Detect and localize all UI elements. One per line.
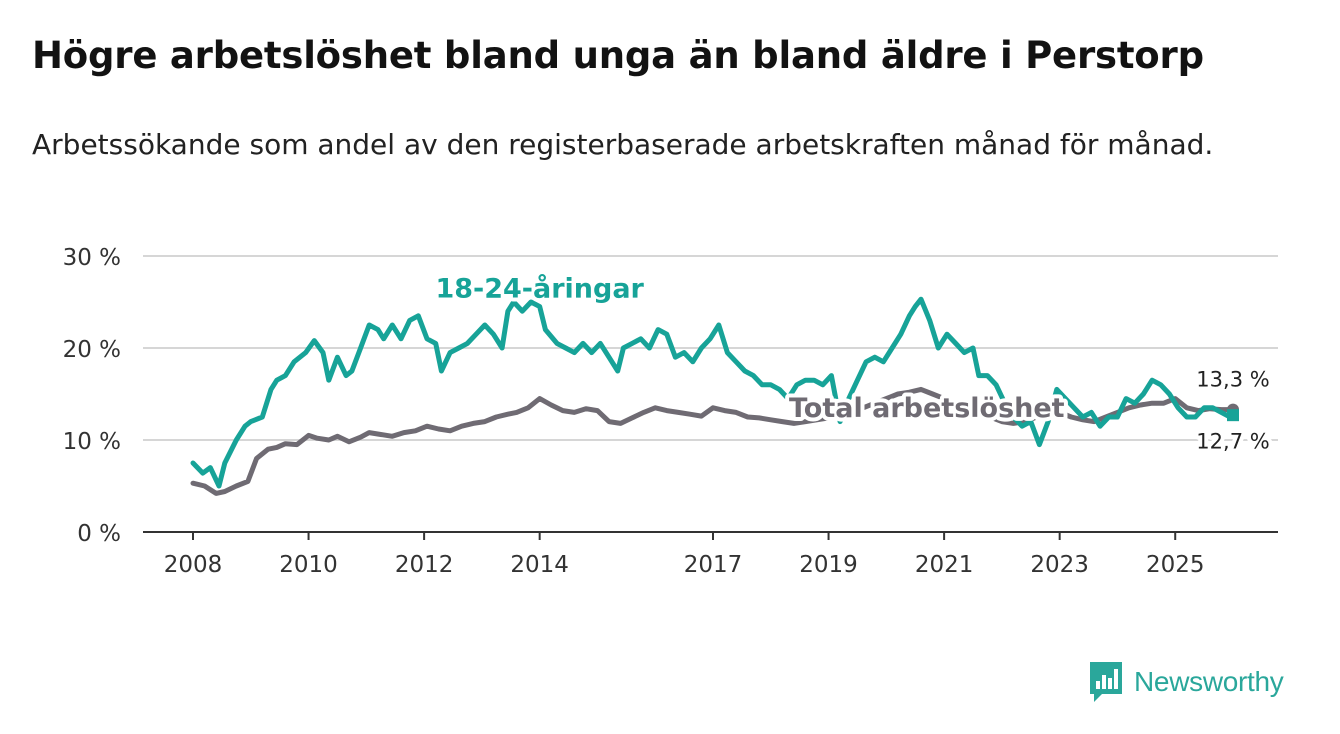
series-line-total	[190, 386, 1236, 496]
y-tick-label: 20 %	[63, 337, 121, 363]
x-tick-label: 2019	[799, 552, 858, 578]
x-tick-label: 2008	[164, 552, 223, 578]
end-label-total: 13,3 %	[1196, 368, 1269, 392]
series-label-youth-halo: 18-24-åringar	[435, 272, 644, 304]
x-tick-label: 2010	[279, 552, 338, 578]
end-label-youth: 12,7 %	[1196, 429, 1269, 453]
x-tick-label: 2014	[510, 552, 569, 578]
newsworthy-logo: Newsworthy	[1088, 660, 1284, 704]
brand-name: Newsworthy	[1134, 666, 1284, 697]
end-label-total-halo: 13,3 %	[1196, 368, 1269, 392]
x-tick-label: 2023	[1030, 552, 1089, 578]
end-label-youth-halo: 12,7 %	[1196, 429, 1269, 453]
series-label-total: Total arbetslöshet	[789, 393, 1065, 424]
y-tick-label: 30 %	[63, 245, 121, 271]
series-line-youth	[190, 296, 1236, 489]
chart-subtitle: Arbetssökande som andel av den registerb…	[32, 128, 1214, 161]
y-tick-label: 0 %	[77, 521, 121, 547]
newsworthy-logo-icon	[1090, 662, 1122, 702]
chart-title: Högre arbetslöshet bland unga än bland ä…	[32, 34, 1204, 77]
series-label-total-halo: Total arbetslöshet	[789, 393, 1065, 424]
end-marker-youth	[1227, 409, 1239, 422]
series-label-youth: 18-24-åringar	[435, 272, 644, 304]
x-tick-label: 2012	[395, 552, 454, 578]
x-tick-label: 2025	[1146, 552, 1205, 578]
x-tick-label: 2021	[915, 552, 974, 578]
y-tick-label: 10 %	[63, 429, 121, 455]
x-tick-label: 2017	[684, 552, 743, 578]
